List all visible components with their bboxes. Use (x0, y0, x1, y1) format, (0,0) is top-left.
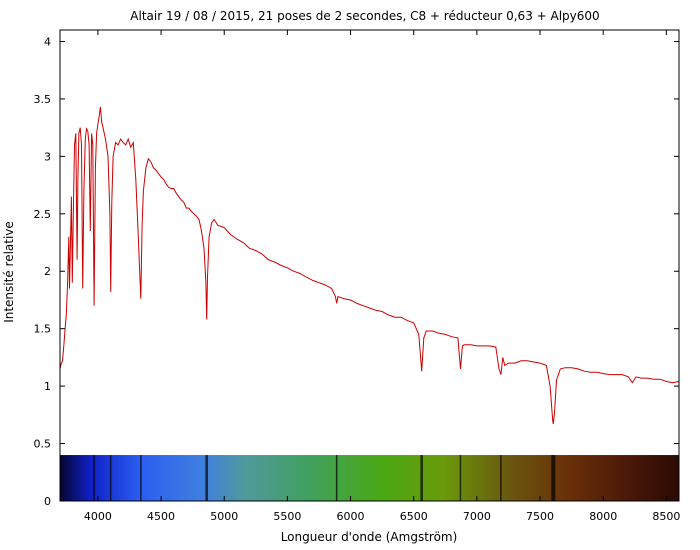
y-tick-label: 1 (44, 380, 51, 393)
x-tick-label: 8500 (652, 510, 680, 523)
y-tick-label: 0.5 (34, 438, 52, 451)
x-tick-label: 5500 (273, 510, 301, 523)
y-tick-label: 3.5 (34, 93, 52, 106)
x-axis-label: Longueur d'onde (Amgström) (281, 530, 458, 544)
y-tick-label: 1.5 (34, 323, 52, 336)
plot-frame (59, 29, 680, 502)
y-tick-label: 2 (44, 265, 51, 278)
x-axis: 4000 4500 5000 5500 6000 6500 7000 7500 8000 8500 (84, 30, 680, 523)
y-axis: 0 0.5 1 1.5 2 2.5 3 3.5 4 (34, 35, 679, 508)
spectrum-line (59, 106, 680, 425)
x-tick-label: 8000 (589, 510, 617, 523)
y-axis-label: Intensité relative (2, 221, 16, 323)
y-tick-label: 2.5 (34, 208, 52, 221)
spectrum-color-band (60, 455, 679, 501)
x-tick-label: 7000 (463, 510, 491, 523)
chart-title: Altair 19 / 08 / 2015, 21 poses de 2 sec… (130, 9, 599, 23)
x-tick-label: 7500 (526, 510, 554, 523)
spectrum-absorption-lines (93, 455, 556, 501)
y-tick-label: 0 (44, 495, 51, 508)
x-tick-label: 4500 (147, 510, 175, 523)
x-tick-label: 4000 (84, 510, 112, 523)
y-tick-label: 3 (44, 150, 51, 163)
x-tick-label: 6000 (337, 510, 365, 523)
x-tick-label: 5000 (210, 510, 238, 523)
y-tick-label: 4 (44, 35, 51, 48)
x-tick-label: 6500 (400, 510, 428, 523)
